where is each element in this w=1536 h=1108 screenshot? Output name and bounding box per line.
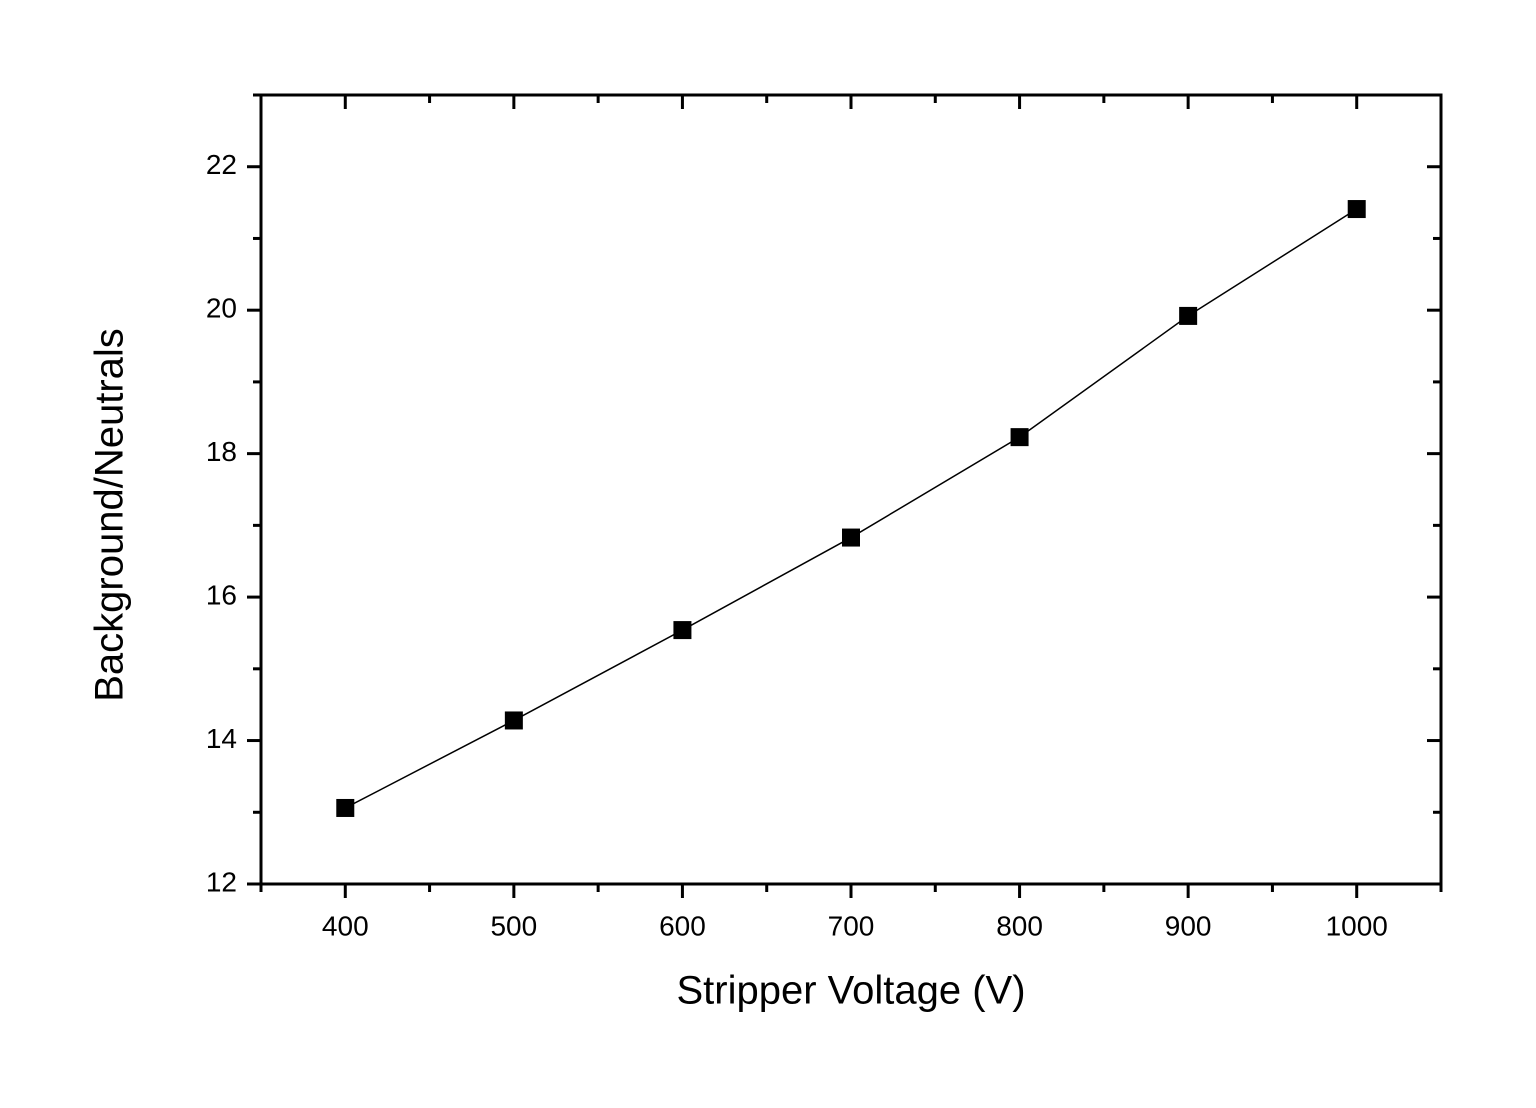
data-point [1179,306,1198,325]
x-tick-label: 500 [490,910,537,941]
y-tick-label: 14 [206,723,237,754]
y-tick-label: 12 [206,866,237,897]
data-point [1010,428,1029,447]
x-tick-label: 600 [659,910,706,941]
y-tick-label: 18 [206,436,237,467]
x-tick-label: 1000 [1326,910,1388,941]
x-axis-label: Stripper Voltage (V) [676,969,1025,1013]
data-point [1347,200,1366,219]
y-axis-label: Background/Neutrals [88,328,132,702]
x-tick-label: 700 [828,910,875,941]
y-tick-label: 16 [206,579,237,610]
y-tick-label: 20 [206,293,237,324]
data-point [673,621,692,640]
x-tick-label: 900 [1165,910,1212,941]
data-point [336,798,355,817]
y-tick-label: 22 [206,149,237,180]
data-point [842,528,860,547]
data-point [504,711,523,730]
x-tick-label: 800 [996,910,1043,941]
x-tick-label: 400 [322,910,369,941]
